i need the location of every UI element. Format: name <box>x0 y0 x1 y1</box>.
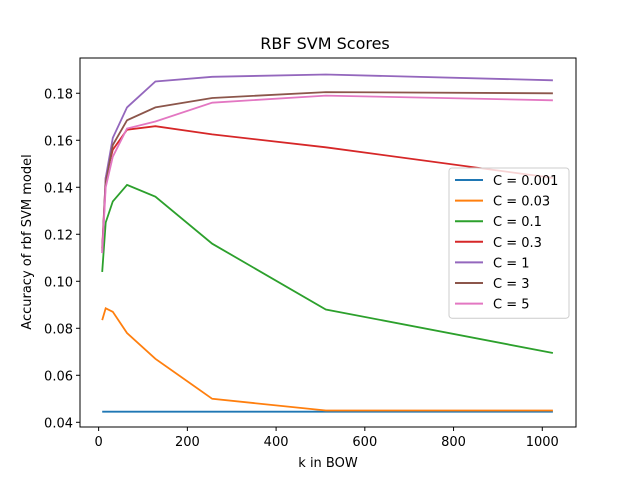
x-tick-label: 600 <box>352 435 377 450</box>
legend: C = 0.001 C = 0.03 C = 0.1 C = 0.3 C = 1 C = … <box>448 167 570 319</box>
series-line-4 <box>101 73 553 254</box>
y-tick-label: 0.10 <box>44 275 73 290</box>
plot-frame <box>79 57 577 428</box>
series-line-6 <box>101 94 553 254</box>
legend-label-4: C = 1 <box>493 256 530 271</box>
series-line-5 <box>101 91 553 251</box>
y-tick-label: 0.18 <box>44 87 73 102</box>
y-tick-label: 0.06 <box>44 369 73 384</box>
y-tick-label: 0.16 <box>44 134 73 149</box>
legend-label-2: C = 0.1 <box>493 215 542 230</box>
chart-title: RBF SVM Scores <box>260 34 390 53</box>
y-tick-label: 0.04 <box>44 416 73 431</box>
x-tick-label: 800 <box>441 435 466 450</box>
series-line-2 <box>101 183 554 354</box>
legend-box <box>448 167 570 319</box>
y-tick-label: 0.14 <box>44 181 73 196</box>
series-line-1 <box>101 307 553 412</box>
x-tick-label: 1000 <box>526 435 559 450</box>
y-axis-title: Accuracy of rbf SVM model <box>20 154 35 329</box>
plot-lines <box>101 73 554 413</box>
legend-label-0: C = 0.001 <box>493 174 558 189</box>
x-tick-label: 0 <box>94 435 102 450</box>
axes: 0 200 400 600 800 1000 0.04 0.06 0.08 0.10 0.12 0.1… <box>44 57 577 450</box>
y-tick-label: 0.12 <box>44 228 73 243</box>
x-tick-label: 400 <box>264 435 289 450</box>
y-tick-label: 0.08 <box>44 322 73 337</box>
x-axis-title: k in BOW <box>298 456 358 471</box>
legend-label-1: C = 0.03 <box>493 195 550 210</box>
legend-label-3: C = 0.3 <box>493 236 542 251</box>
x-tick-label: 200 <box>175 435 200 450</box>
legend-label-6: C = 5 <box>493 298 530 313</box>
legend-label-5: C = 3 <box>493 277 530 292</box>
